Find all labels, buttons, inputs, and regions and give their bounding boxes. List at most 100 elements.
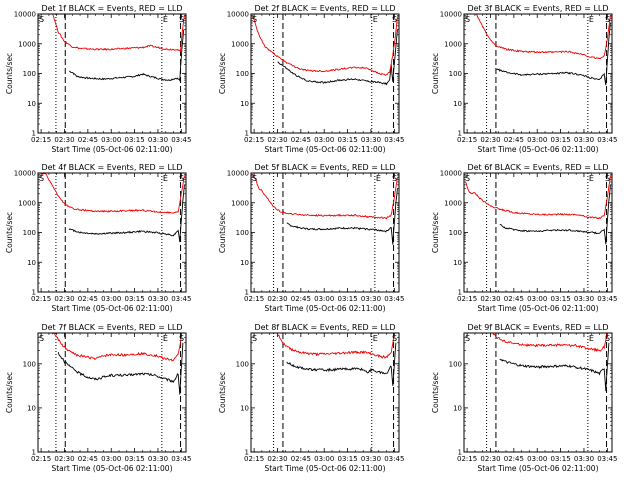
x-axis-label: Start Time (05-Oct-06 02:11:00) (51, 464, 172, 473)
x-axis-label: Start Time (05-Oct-06 02:11:00) (264, 145, 385, 154)
corner-label-3: S (179, 15, 184, 24)
events-series-line (277, 29, 398, 86)
corner-label-3: S (605, 174, 610, 183)
y-tick-label: 10 (240, 259, 249, 267)
x-tick-label: 03:00 (527, 136, 547, 144)
x-tick-label: 03:00 (101, 136, 121, 144)
corner-label-2: E (163, 15, 168, 24)
x-tick-label: 03:15 (337, 295, 357, 303)
corner-label-2: E (589, 334, 594, 343)
y-tick-label: 10 (453, 404, 462, 412)
x-tick-label: 03:30 (148, 136, 168, 144)
lld-series-line (465, 175, 611, 220)
x-tick-label: 03:15 (550, 455, 570, 463)
x-tick-label: 03:00 (527, 295, 547, 303)
y-tick-label: 10000 (440, 11, 462, 19)
y-tick-label: 100 (23, 360, 36, 368)
x-tick-label: 03:45 (384, 136, 404, 144)
x-tick-label: 03:15 (124, 295, 144, 303)
x-tick-label: 03:45 (384, 455, 404, 463)
lld-series-line (252, 14, 398, 76)
x-tick-label: 02:45 (504, 455, 524, 463)
y-axis-label: Counts/sec (431, 372, 440, 413)
y-tick-label: 100 (23, 229, 36, 237)
chart-panel-3: Det 3f BLACK = Events, RED = LLD Counts/s… (431, 4, 617, 154)
x-tick-label: 02:15 (457, 136, 477, 144)
y-tick-label: 1 (458, 449, 462, 457)
chart-panel-8: Det 8f BLACK = Events, RED = LLD Counts/s… (218, 323, 404, 473)
y-tick-label: 10000 (440, 170, 462, 178)
y-axis-label: Counts/sec (5, 53, 14, 94)
x-tick-label: 03:45 (597, 136, 617, 144)
y-tick-label: 10 (240, 100, 249, 108)
y-axis-label: Counts/sec (431, 212, 440, 253)
corner-label-3: S (392, 334, 397, 343)
x-tick-label: 02:15 (31, 295, 51, 303)
x-tick-label: 03:30 (574, 295, 594, 303)
chart-title: Det 3f BLACK = Events, RED = LLD (467, 4, 608, 13)
x-tick-label: 02:30 (267, 295, 287, 303)
x-axis-label: Start Time (05-Oct-06 02:11:00) (51, 304, 172, 313)
y-tick-label: 10 (27, 259, 36, 267)
y-tick-label: 100 (236, 360, 249, 368)
y-tick-label: 10000 (14, 170, 36, 178)
x-tick-label: 02:30 (480, 295, 500, 303)
x-tick-label: 02:45 (504, 136, 524, 144)
y-tick-label: 1 (245, 289, 249, 297)
x-tick-label: 02:15 (457, 295, 477, 303)
y-tick-label: 1000 (18, 40, 36, 48)
chart-title: Det 5f BLACK = Events, RED = LLD (254, 163, 395, 172)
x-tick-label: 03:45 (171, 136, 191, 144)
corner-label-3: S (179, 174, 184, 183)
chart-title: Det 4f BLACK = Events, RED = LLD (41, 163, 182, 172)
lld-series-line (51, 14, 185, 53)
x-tick-label: 03:30 (361, 295, 381, 303)
x-tick-label: 03:15 (550, 295, 570, 303)
x-tick-label: 02:30 (267, 136, 287, 144)
corner-label-2: E (589, 15, 594, 24)
x-tick-label: 03:30 (361, 455, 381, 463)
y-tick-label: 1 (32, 130, 36, 138)
chart-title: Det 8f BLACK = Events, RED = LLD (254, 323, 395, 332)
y-tick-label: 100 (449, 229, 462, 237)
corner-label-3: S (605, 15, 610, 24)
plot-frame (463, 332, 613, 453)
y-tick-label: 10 (240, 404, 249, 412)
corner-label-1: S (465, 174, 470, 183)
x-tick-label: 03:00 (314, 136, 334, 144)
plot-frame (37, 332, 187, 453)
x-axis-label: Start Time (05-Oct-06 02:11:00) (264, 464, 385, 473)
x-tick-label: 02:45 (291, 136, 311, 144)
x-tick-label: 02:30 (54, 455, 74, 463)
events-series-line (286, 342, 397, 386)
x-axis-label: Start Time (05-Oct-06 02:11:00) (264, 304, 385, 313)
corner-label-2: E (376, 174, 381, 183)
x-tick-label: 03:45 (171, 455, 191, 463)
chart-title: Det 7f BLACK = Events, RED = LLD (41, 323, 182, 332)
x-tick-label: 02:45 (78, 455, 98, 463)
chart-panel-9: Det 9f BLACK = Events, RED = LLD Counts/s… (431, 323, 617, 473)
y-tick-label: 1000 (444, 199, 462, 207)
events-series-line (69, 29, 185, 82)
events-series-line (68, 184, 185, 243)
corner-label-3: S (392, 174, 397, 183)
x-axis-label: Start Time (05-Oct-06 02:11:00) (51, 145, 172, 154)
events-series-line (499, 342, 610, 392)
x-tick-label: 02:30 (54, 295, 74, 303)
events-series-line (499, 184, 611, 245)
x-tick-label: 02:15 (31, 455, 51, 463)
x-tick-label: 03:45 (384, 295, 404, 303)
x-tick-label: 03:00 (314, 295, 334, 303)
corner-label-3: S (605, 334, 610, 343)
x-tick-label: 03:15 (337, 136, 357, 144)
chart-panel-2: Det 2f BLACK = Events, RED = LLD Counts/s… (218, 4, 404, 154)
x-tick-label: 03:30 (574, 136, 594, 144)
chart-panel-7: Det 7f BLACK = Events, RED = LLD Counts/s… (5, 323, 191, 473)
y-tick-label: 1 (458, 130, 462, 138)
plot-frame (37, 172, 187, 293)
events-series-line (286, 188, 398, 245)
lld-series-line (277, 333, 395, 359)
x-tick-label: 02:30 (480, 136, 500, 144)
x-tick-label: 03:30 (574, 455, 594, 463)
x-tick-label: 02:45 (291, 455, 311, 463)
